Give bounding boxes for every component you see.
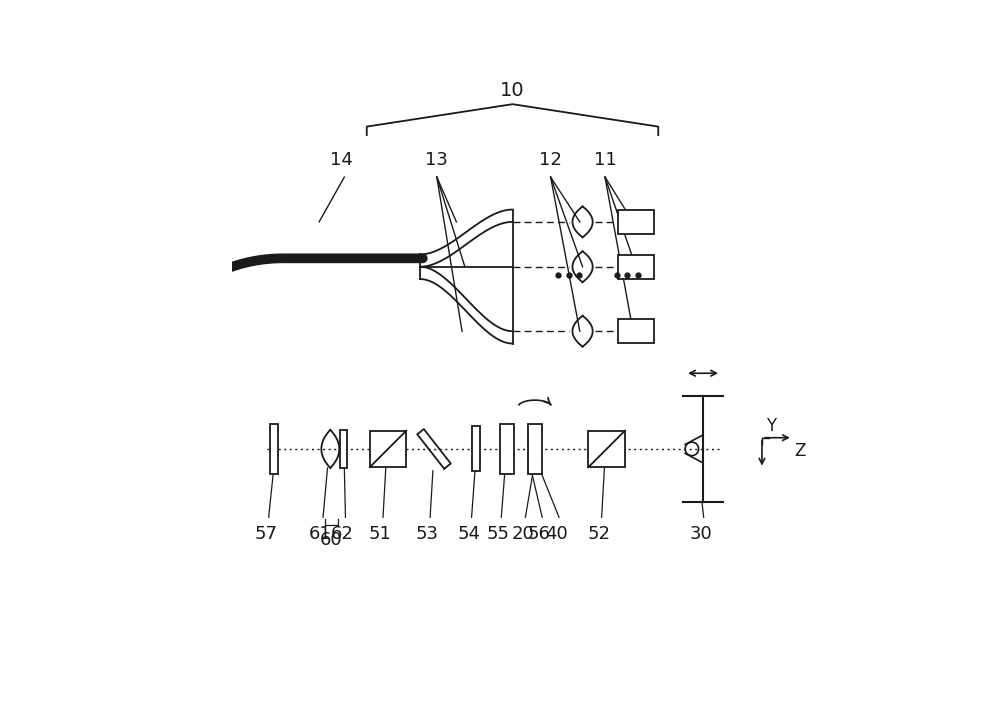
Text: 60: 60 [320,531,343,550]
Text: 12: 12 [539,151,562,169]
Text: 62: 62 [331,525,354,542]
Text: 30: 30 [689,525,712,542]
Text: 57: 57 [254,525,277,542]
Text: 40: 40 [545,525,568,542]
Text: 51: 51 [369,525,392,542]
Text: 52: 52 [587,525,610,542]
Text: 20: 20 [511,525,534,542]
Bar [500,424,514,474]
Text: 61: 61 [309,525,332,542]
Bar [528,424,542,474]
Text: Y: Y [766,417,777,435]
Bar [618,320,654,343]
Bar [472,427,480,471]
Bar [618,255,654,279]
Bar [370,431,406,467]
Text: 55: 55 [487,525,510,542]
Text: 14: 14 [330,151,353,169]
Text: Z: Z [794,442,806,460]
Text: 11: 11 [594,151,616,169]
Text: 54: 54 [457,525,480,542]
Bar [270,424,278,474]
Text: 10: 10 [500,81,525,100]
Text: 56: 56 [528,525,551,542]
Bar [340,430,347,468]
Bar [618,210,654,234]
Text: 53: 53 [416,525,439,542]
Text: 13: 13 [425,151,448,169]
Bar [588,431,625,467]
